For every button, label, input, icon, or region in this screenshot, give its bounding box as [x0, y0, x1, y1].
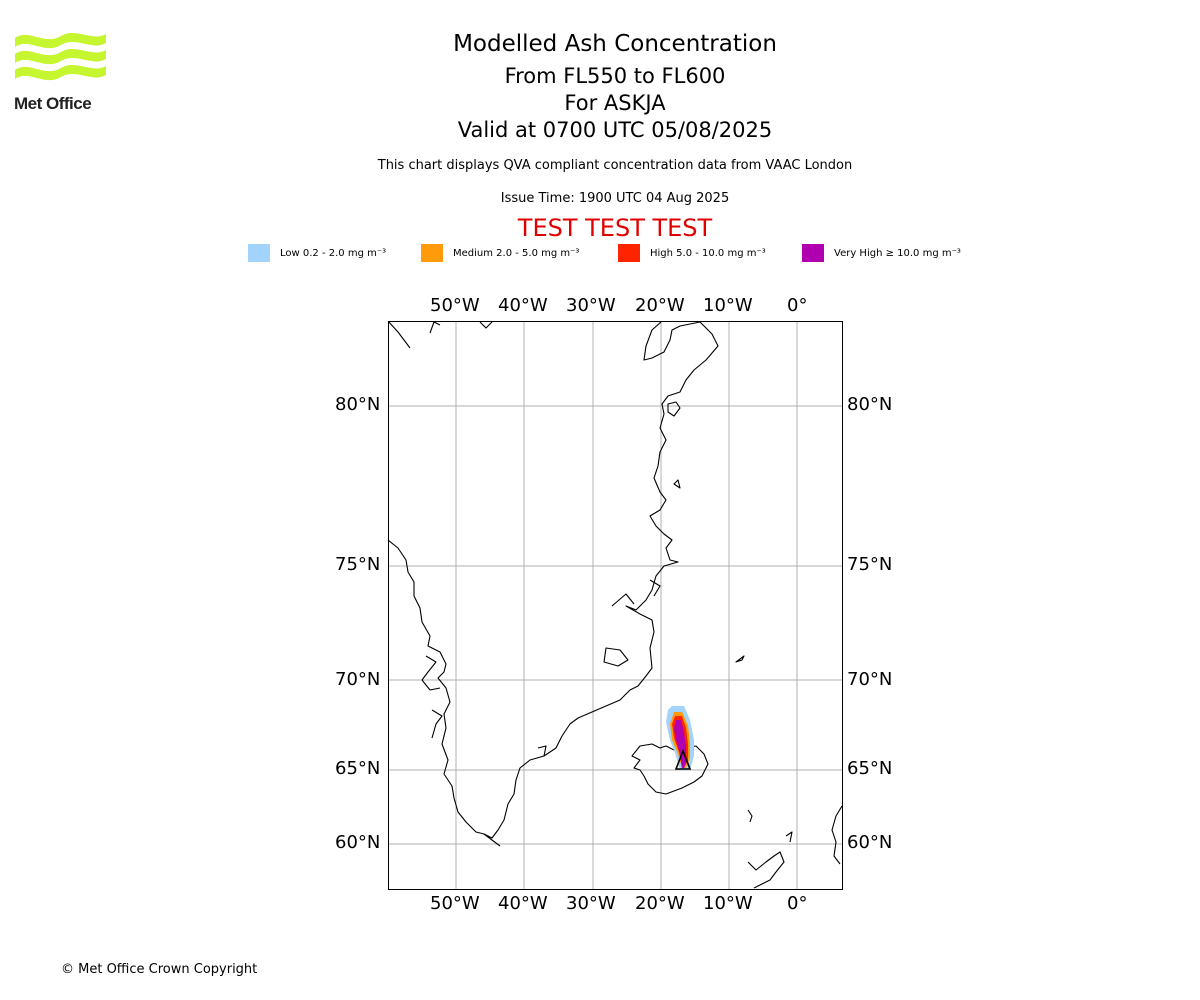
ash-plume — [666, 706, 694, 770]
volcano-name: For ASKJA — [564, 91, 666, 115]
map-background — [388, 321, 843, 890]
lon-label-bottom-10w: 10°W — [703, 893, 753, 914]
legend-swatch-medium — [421, 244, 443, 262]
legend-swatch-low — [248, 244, 270, 262]
greenland-fjord-7 — [673, 479, 681, 489]
volcano-marker-icon — [674, 748, 692, 770]
scotland-coast — [747, 851, 785, 889]
iceland-coast — [631, 743, 709, 795]
lat-label-right-60n: 60°N — [847, 832, 893, 853]
test-banner: TEST TEST TEST — [517, 214, 713, 242]
jan-mayen — [735, 655, 745, 663]
met-office-logo: Met Office — [14, 30, 109, 113]
lon-label-bottom-40w: 40°W — [498, 893, 548, 914]
greenland-fjord-1 — [421, 655, 441, 691]
greenland-east-coast — [483, 321, 719, 839]
legend-item-high: High 5.0 - 10.0 mg m⁻³ — [618, 244, 766, 262]
lon-label-top-20w: 20°W — [635, 295, 685, 316]
greenland-fjord-2 — [431, 709, 443, 739]
chart-title: Modelled Ash Concentration — [453, 31, 777, 57]
greenland-fjord-3 — [603, 647, 629, 667]
lat-label-right-80n: 80°N — [847, 394, 893, 415]
lon-label-top-50w: 50°W — [430, 295, 480, 316]
legend-label-low: Low 0.2 - 2.0 mg m⁻³ — [280, 247, 387, 259]
legend-label-high: High 5.0 - 10.0 mg m⁻³ — [650, 247, 766, 259]
lon-label-top-30w: 30°W — [566, 295, 616, 316]
valid-time: Valid at 0700 UTC 05/08/2025 — [457, 118, 773, 142]
legend-item-very-high: Very High ≥ 10.0 mg m⁻³ — [802, 244, 961, 262]
norway-coast — [831, 805, 843, 865]
legend-item-low: Low 0.2 - 2.0 mg m⁻³ — [248, 244, 386, 262]
legend-label-medium: Medium 2.0 - 5.0 mg m⁻³ — [453, 247, 580, 259]
lon-label-bottom-20w: 20°W — [635, 893, 685, 914]
legend-label-very-high: Very High ≥ 10.0 mg m⁻³ — [834, 247, 961, 259]
ash-concentration-map — [388, 321, 843, 890]
lat-label-right-75n: 75°N — [847, 554, 893, 575]
lon-label-bottom-50w: 50°W — [430, 893, 480, 914]
concentration-legend: Low 0.2 - 2.0 mg m⁻³ Medium 2.0 - 5.0 mg… — [248, 244, 1008, 264]
faroe-islands — [747, 809, 753, 823]
greenland-west-coast — [388, 539, 501, 847]
lon-label-top-10w: 10°W — [703, 295, 753, 316]
ash-contour-very-high — [674, 720, 686, 768]
greenland-fjord-6 — [667, 401, 681, 417]
qva-note: This chart displays QVA compliant concen… — [377, 158, 853, 173]
graticule — [388, 321, 843, 890]
shetland — [785, 831, 793, 843]
met-office-wave-icon — [15, 33, 106, 81]
map-frame — [388, 321, 843, 890]
lat-label-left-75n: 75°N — [335, 554, 381, 575]
lon-label-bottom-30w: 30°W — [566, 893, 616, 914]
legend-item-medium: Medium 2.0 - 5.0 mg m⁻³ — [421, 244, 579, 262]
lat-label-left-60n: 60°N — [335, 832, 381, 853]
lat-label-left-80n: 80°N — [335, 394, 381, 415]
copyright-text: © Met Office Crown Copyright — [61, 962, 258, 977]
coastlines — [388, 321, 843, 889]
flight-level-range: From FL550 to FL600 — [504, 64, 726, 88]
lat-label-right-65n: 65°N — [847, 758, 893, 779]
legend-swatch-high — [618, 244, 640, 262]
lat-label-left-65n: 65°N — [335, 758, 381, 779]
lat-label-left-70n: 70°N — [335, 669, 381, 690]
lon-label-top-40w: 40°W — [498, 295, 548, 316]
met-office-logo-text: Met Office — [14, 94, 92, 113]
issue-time: Issue Time: 1900 UTC 04 Aug 2025 — [500, 191, 730, 206]
lon-label-bottom-0: 0° — [787, 893, 808, 914]
greenland-fjord-4 — [611, 593, 635, 607]
lon-label-top-0: 0° — [787, 295, 808, 316]
greenland-sw-inlet — [537, 745, 547, 757]
greenland-nw-coast — [388, 321, 411, 349]
lat-label-right-70n: 70°N — [847, 669, 893, 690]
legend-swatch-very-high — [802, 244, 824, 262]
greenland-fjord-5 — [649, 579, 661, 597]
greenland-north-inlet-2 — [479, 321, 493, 329]
